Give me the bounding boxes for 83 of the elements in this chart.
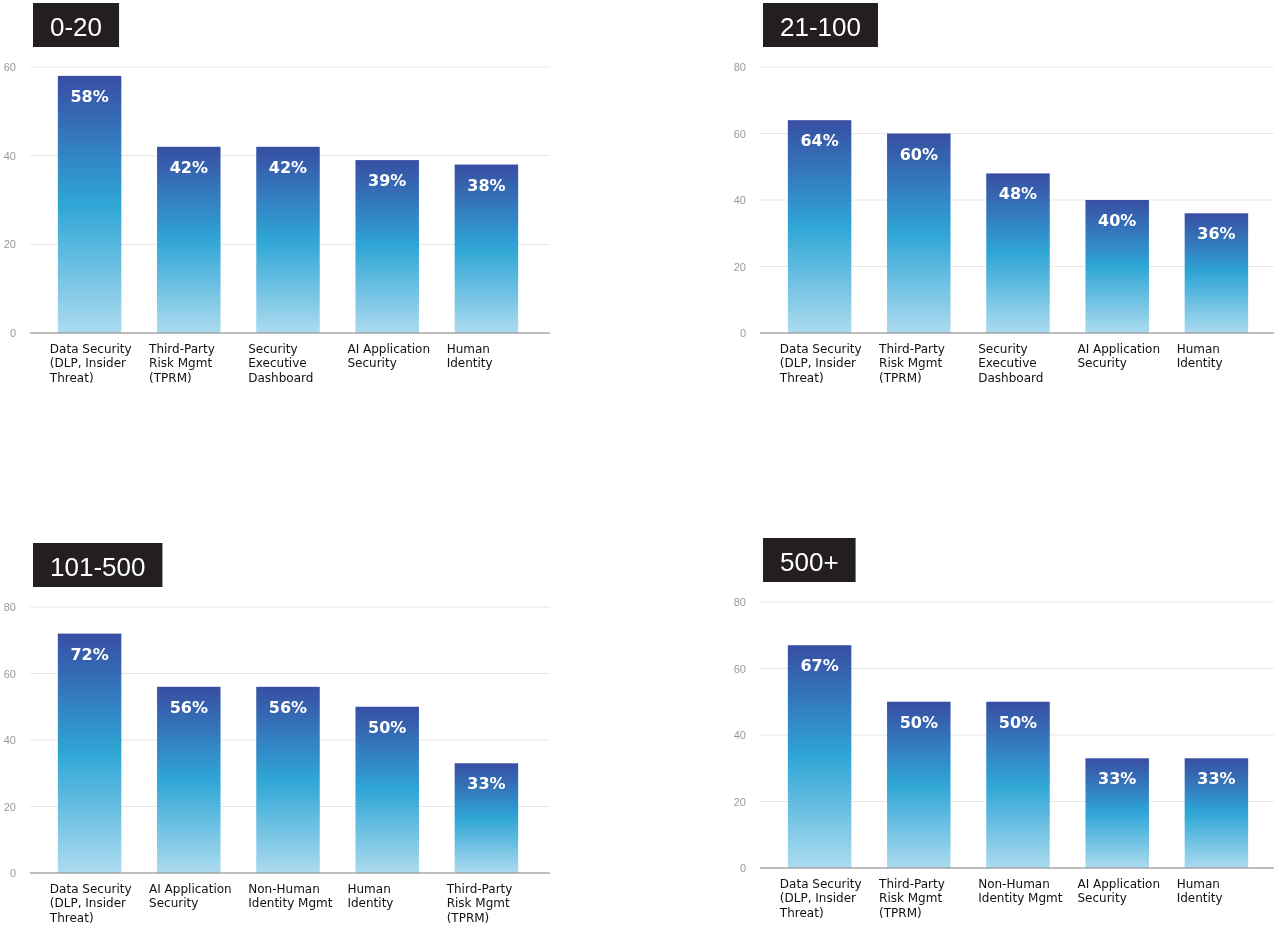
y-tick-label: 20 [733,795,746,808]
data-label: 50% [899,712,938,732]
data-label: 40% [1098,211,1137,230]
x-tick-label: Human Identity [1176,877,1223,906]
data-label: 60% [899,144,938,164]
y-tick-label: 20 [3,800,16,813]
x-tick-label: AI Application Security [347,342,431,371]
x-tick-label: Data Security (DLP, Insider Threat) [48,342,132,385]
y-tick-label: 20 [733,260,746,273]
bar [454,164,519,333]
y-tick-label: 60 [3,667,16,680]
x-tick-label: Third-Party Risk Mgmt (TPRM) [878,877,945,920]
data-label: 67% [800,656,839,676]
data-label: 64% [800,131,839,151]
bar [57,75,122,333]
chart-title: 0-20 [50,12,103,42]
data-label: 33% [1197,769,1236,789]
y-tick-label: 60 [3,61,16,74]
data-label: 42% [169,157,208,177]
y-tick-label: 40 [3,149,16,162]
data-label: 48% [998,184,1038,204]
x-tick-label: Data Security (DLP, Insider Threat) [48,882,132,925]
x-tick-label: Human Identity [347,882,394,911]
data-label: 58% [70,86,109,106]
bar [157,686,221,873]
x-tick-label: Third-Party Risk Mgmt (TPRM) [878,342,945,385]
data-label: 56% [268,697,308,717]
y-tick-label: 40 [3,734,16,747]
bar [887,701,951,868]
bar [1085,200,1149,333]
bar [256,686,320,873]
y-tick-label: 0 [739,862,746,875]
bar [1184,758,1249,868]
data-label: 33% [467,774,506,794]
bar [787,120,852,333]
chart-title: 101-500 [50,552,146,582]
x-tick-label: Data Security (DLP, Insider Threat) [778,877,862,920]
bar [986,173,1050,333]
bar [887,133,951,333]
x-tick-label: AI Application Security [1077,877,1161,906]
data-label: 33% [1098,769,1137,789]
y-tick-label: 40 [733,729,746,742]
y-tick-label: 20 [3,238,16,251]
data-label: 56% [169,697,208,717]
x-tick-label: Non-Human Identity Mgmt [978,877,1063,906]
y-tick-label: 0 [9,327,16,340]
bar [1184,213,1249,333]
y-tick-label: 60 [733,127,746,140]
y-tick-label: 80 [733,596,746,609]
bar [986,701,1050,868]
data-label: 39% [368,171,407,191]
chart-title: 500+ [780,547,839,577]
bar [355,160,419,333]
bar [1085,758,1149,868]
bar [454,763,519,873]
x-tick-label: Third-Party Risk Mgmt (TPRM) [445,882,513,925]
x-tick-label: Security Executive Dashboard [978,342,1044,385]
data-label: 50% [998,712,1038,732]
data-label: 42% [268,157,308,177]
data-label: 50% [368,717,407,737]
x-tick-label: Human Identity [1176,342,1223,371]
x-tick-label: Third-Party Risk Mgmt (TPRM) [148,342,215,385]
x-tick-label: AI Application Security [1077,342,1161,371]
bar [256,146,320,333]
y-tick-label: 40 [733,194,746,207]
bar [157,146,221,333]
data-label: 36% [1197,224,1236,244]
bar [57,633,122,873]
y-tick-label: 80 [3,601,16,614]
x-tick-label: Non-Human Identity Mgmt [248,882,333,911]
y-tick-label: 80 [733,61,746,74]
bar [355,706,419,873]
data-label: 38% [467,175,506,195]
y-tick-label: 0 [739,327,746,340]
chart-title: 21-100 [780,12,861,42]
x-tick-label: AI Application Security [149,882,232,911]
x-tick-label: Security Executive Dashboard [248,342,314,385]
data-label: 72% [70,644,109,664]
y-tick-label: 60 [733,662,746,675]
x-tick-label: Data Security (DLP, Insider Threat) [778,342,862,385]
bar [787,645,852,868]
x-tick-label: Human Identity [446,342,493,371]
y-tick-label: 0 [9,867,16,880]
